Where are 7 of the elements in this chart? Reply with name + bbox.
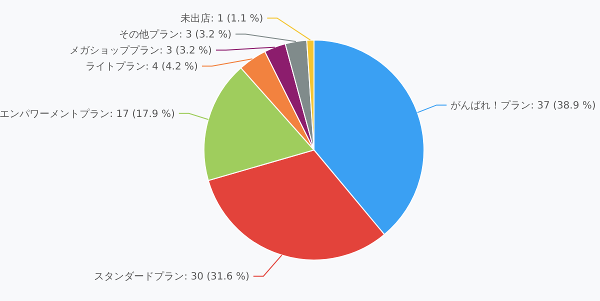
- slice-label: がんばれ！プラン: 37 (38.9 %): [450, 100, 596, 112]
- slice-label: スタンダードプラン: 30 (31.6 %): [94, 270, 250, 283]
- slice-label: エンパワーメントプラン: 17 (17.9 %): [0, 108, 175, 120]
- slice-label: ライトプラン: 4 (4.2 %): [85, 60, 198, 73]
- slice-label: メガショッププラン: 3 (3.2 %): [69, 44, 212, 57]
- slice-label: その他プラン: 3 (3.2 %): [119, 28, 232, 41]
- slice-label: 未出店: 1 (1.1 %): [180, 12, 264, 25]
